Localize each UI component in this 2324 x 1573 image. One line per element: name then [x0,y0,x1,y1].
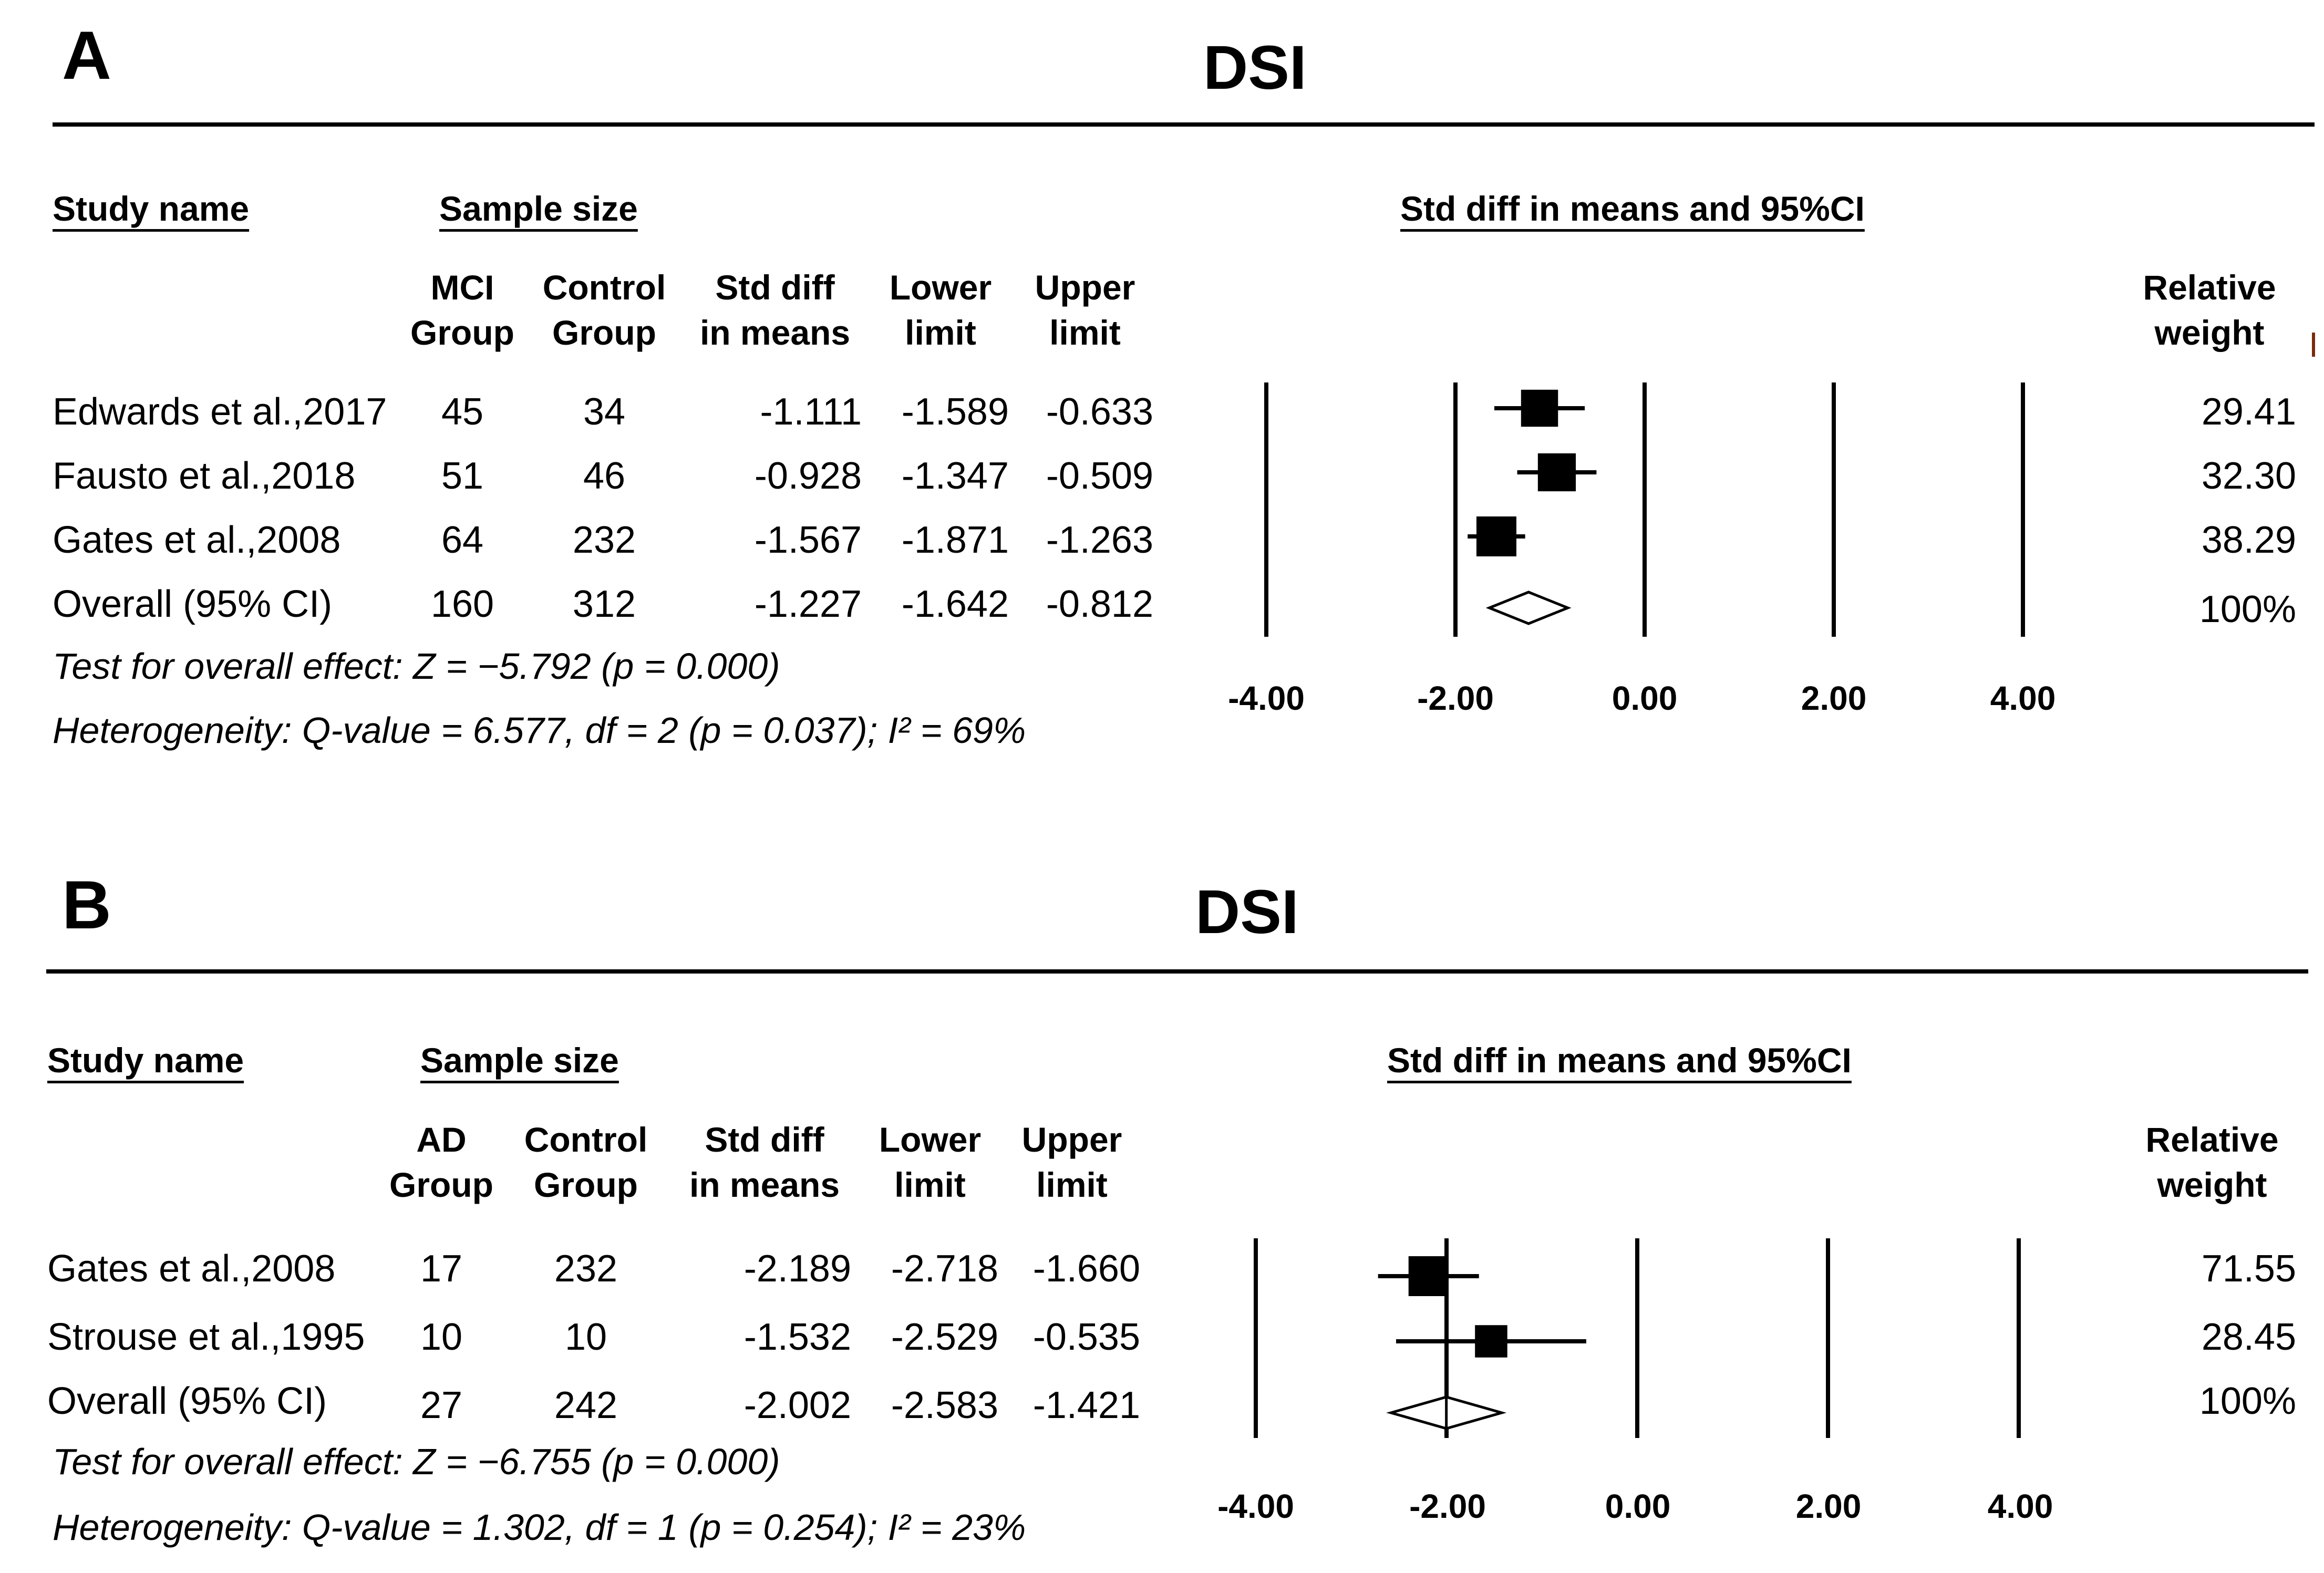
group1-n: 45 [441,391,484,433]
x-tick-label: -4.00 [1217,1487,1294,1525]
std-diff-value: -1.532 [743,1316,851,1358]
x-tick-label: 2.00 [1801,679,1867,717]
overall-label: Overall (95% CI) [53,583,333,625]
group1-column-header: MCI Group [410,268,514,352]
upper-limit-value: -0.812 [1046,583,1153,625]
lower-limit-value: -1.642 [901,583,1009,625]
panel-letter: B [62,866,111,943]
overall-label: Overall (95% CI) [47,1380,327,1422]
lower-limit-value: -2.718 [891,1248,998,1290]
effect-marker [1521,389,1558,427]
plot-header: Std diff in means and 95%CI [1387,1041,1852,1080]
study-name: Strouse et al.,1995 [47,1316,365,1358]
std-diff-column-header: Std diff in means [699,268,851,352]
group2-n: 232 [572,519,636,561]
std-diff-value: -1.567 [754,519,862,561]
upper-limit-value: -0.509 [1046,455,1153,497]
std-diff-column-header: Std diff in means [689,1120,840,1204]
panel-title: DSI [1195,877,1299,947]
group1-n: 17 [420,1248,463,1290]
study-name-header: Study name [47,1041,244,1080]
weight-value: 32.30 [2201,455,2296,497]
upper-limit-column-header: Upper limit [1035,268,1135,352]
group2-n: 242 [554,1384,618,1426]
group1-n: 51 [441,455,484,497]
upper-limit-column-header: Upper limit [1021,1120,1122,1204]
group1-column-header: AD Group [389,1120,493,1204]
effect-marker [1537,453,1576,492]
group2-n: 34 [583,391,626,433]
weight-value: 100% [2199,588,2296,630]
effect-marker [1476,516,1516,556]
effect-marker [1475,1325,1507,1358]
weight-value: 38.29 [2201,519,2296,561]
std-diff-value: -1.227 [754,583,862,625]
effect-marker [1408,1256,1449,1296]
weight-value: 28.45 [2201,1316,2296,1358]
x-tick-label: 0.00 [1605,1487,1671,1525]
x-tick-label: 2.00 [1795,1487,1862,1525]
panel-letter: A [62,17,111,94]
study-name: Gates et al.,2008 [47,1248,336,1290]
study-name: Fausto et al.,2018 [53,455,356,497]
panel-b: B DSI Study name Sample size Std diff in… [0,786,2324,1573]
x-tick-label: -2.00 [1409,1487,1486,1525]
upper-limit-value: -1.263 [1046,519,1153,561]
lower-limit-column-header: Lower limit [879,1120,982,1204]
plot-header: Std diff in means and 95%CI [1400,189,1865,228]
group2-n: 10 [564,1316,607,1358]
title-rule [53,122,2315,127]
upper-limit-value: -1.660 [1032,1248,1140,1290]
title-rule [46,969,2308,974]
lower-limit-value: -1.871 [901,519,1009,561]
sample-size-header: Sample size [420,1041,619,1080]
group2-column-header: Control Group [542,268,666,352]
upper-limit-value: -0.633 [1046,391,1153,433]
weight-value: 100% [2199,1380,2296,1422]
std-diff-value: -2.189 [743,1248,851,1290]
x-tick-label: -2.00 [1417,679,1494,717]
lower-limit-value: -1.589 [901,391,1009,433]
overall-diamond [1485,591,1572,625]
group2-n: 232 [554,1248,618,1290]
heterogeneity-stats: Heterogeneity: Q-value = 1.302, df = 1 (… [53,1507,1026,1548]
x-tick-label: 4.00 [1987,1487,2053,1525]
study-name: Gates et al.,2008 [53,519,341,561]
group1-n: 10 [420,1316,463,1358]
heterogeneity-stats: Heterogeneity: Q-value = 6.577, df = 2 (… [53,710,1026,751]
group1-n: 27 [420,1384,463,1426]
lower-limit-value: -1.347 [901,455,1009,497]
group2-n: 312 [572,583,636,625]
lower-limit-value: -2.529 [891,1316,998,1358]
x-tick-label: -4.00 [1228,679,1305,717]
study-name: Edwards et al.,2017 [53,391,387,433]
group2-n: 46 [583,455,626,497]
group1-n: 64 [441,519,484,561]
weight-column-header: Relative weight [2143,268,2276,352]
x-tick-label: 0.00 [1612,679,1678,717]
weight-value: 71.55 [2201,1248,2296,1290]
std-diff-value: -0.928 [754,455,862,497]
lower-limit-value: -2.583 [891,1384,998,1426]
upper-limit-value: -1.421 [1032,1384,1140,1426]
std-diff-value: -2.002 [743,1384,851,1426]
forest-plot [1264,382,2025,637]
x-tick-label: 4.00 [1990,679,2056,717]
edge-mark [2312,333,2315,357]
lower-limit-column-header: Lower limit [889,268,992,352]
panel-a: A DSI Study name Sample size Std diff in… [0,0,2324,786]
forest-plot [1254,1238,2021,1438]
weight-column-header: Relative weight [2145,1120,2279,1204]
upper-limit-value: -0.535 [1032,1316,1140,1358]
group1-n: 160 [430,583,494,625]
overall-effect-test: Test for overall effect: Z = −6.755 (p =… [53,1441,780,1482]
weight-value: 29.41 [2201,391,2296,433]
study-name-header: Study name [53,189,250,228]
group2-column-header: Control Group [524,1120,648,1204]
sample-size-header: Sample size [439,189,638,228]
panel-title: DSI [1203,33,1307,102]
std-diff-value: -1.111 [760,391,862,433]
overall-effect-test: Test for overall effect: Z = −5.792 (p =… [53,646,780,687]
